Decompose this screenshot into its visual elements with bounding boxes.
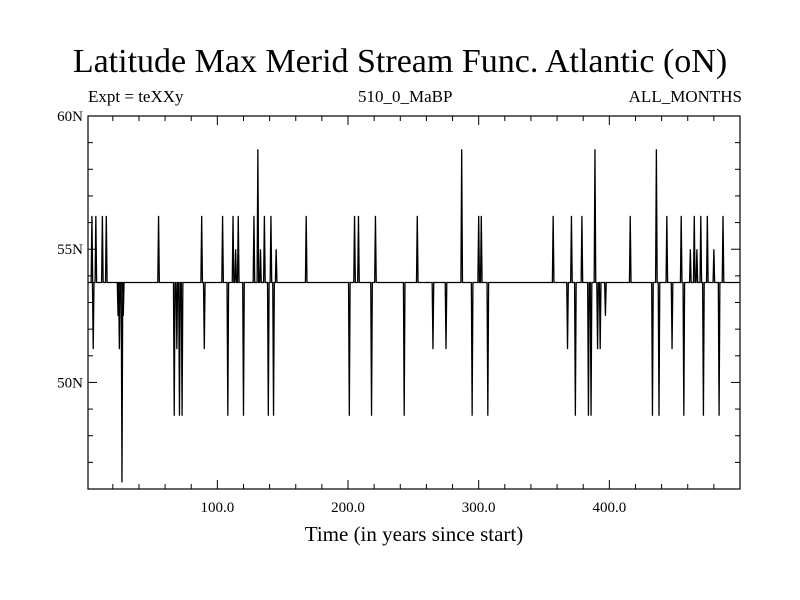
data-point	[374, 214, 377, 217]
data-point	[671, 348, 674, 351]
data-point	[689, 248, 692, 251]
months-label: ALL_MONTHS	[628, 87, 742, 106]
data-point	[370, 414, 373, 417]
data-point	[693, 214, 696, 217]
data-point	[587, 414, 590, 417]
data-point	[348, 414, 351, 417]
data-point	[120, 481, 123, 484]
data-point	[403, 414, 406, 417]
data-point	[596, 348, 599, 351]
data-point	[722, 214, 725, 217]
data-point	[702, 414, 705, 417]
data-point	[232, 214, 235, 217]
data-point	[604, 314, 607, 317]
data-point	[651, 414, 654, 417]
data-point	[599, 348, 602, 351]
data-point	[566, 348, 569, 351]
period-label: 510_0_MaBP	[358, 87, 453, 106]
data-point	[416, 214, 419, 217]
series-line	[88, 149, 740, 483]
data-point	[353, 214, 356, 217]
data-point	[706, 214, 709, 217]
data-point	[357, 214, 360, 217]
x-tick-label: 100.0	[200, 500, 234, 516]
data-point	[580, 214, 583, 217]
data-point	[269, 214, 272, 217]
data-point	[200, 214, 203, 217]
data-point	[305, 214, 308, 217]
data-point	[157, 214, 160, 217]
data-point	[105, 214, 108, 217]
data-point	[699, 214, 702, 217]
data-point	[445, 348, 448, 351]
data-point	[242, 414, 245, 417]
axis-ticks: 100.0 200.0 300.0 400.0 50N 55N 60N	[57, 109, 740, 516]
data-point	[203, 348, 206, 351]
data-point	[665, 214, 668, 217]
data-point	[267, 414, 270, 417]
data-point	[431, 348, 434, 351]
x-tick-label: 300.0	[462, 500, 496, 516]
data-point	[570, 214, 573, 217]
data-series	[88, 148, 740, 484]
x-axis-label: Time (in years since start)	[304, 522, 524, 546]
data-point	[101, 214, 104, 217]
x-tick-label: 400.0	[592, 500, 626, 516]
data-point	[480, 214, 483, 217]
data-point	[593, 148, 596, 151]
data-point	[680, 214, 683, 217]
data-point	[629, 214, 632, 217]
x-tick-label: 200.0	[331, 500, 365, 516]
data-point	[256, 148, 259, 151]
data-point	[178, 414, 181, 417]
data-point	[682, 414, 685, 417]
data-point	[712, 248, 715, 251]
data-point	[275, 248, 278, 251]
data-point	[460, 148, 463, 151]
y-tick-label: 50N	[57, 375, 83, 391]
data-point	[574, 414, 577, 417]
data-point	[695, 248, 698, 251]
data-point	[122, 314, 125, 317]
data-point	[90, 214, 93, 217]
data-point	[118, 348, 121, 351]
experiment-label: Expt = teXXy	[88, 87, 184, 106]
data-point	[226, 414, 229, 417]
y-tick-label: 55N	[57, 242, 83, 258]
data-point	[221, 214, 224, 217]
data-point	[92, 348, 95, 351]
data-point	[655, 148, 658, 151]
data-point	[477, 214, 480, 217]
data-point	[272, 414, 275, 417]
data-point	[252, 214, 255, 217]
data-point	[173, 414, 176, 417]
data-point	[471, 414, 474, 417]
data-point	[234, 248, 237, 251]
data-point	[117, 314, 120, 317]
data-point	[175, 348, 178, 351]
data-point	[590, 414, 593, 417]
data-point	[718, 414, 721, 417]
plot-frame	[87, 115, 741, 490]
data-point	[657, 414, 660, 417]
data-point	[237, 214, 240, 217]
data-point	[94, 214, 97, 217]
y-tick-label: 60N	[57, 109, 83, 125]
data-point	[486, 414, 489, 417]
data-point	[259, 248, 262, 251]
data-point	[552, 214, 555, 217]
chart-title: Latitude Max Merid Stream Func. Atlantic…	[72, 43, 728, 80]
data-point	[263, 214, 266, 217]
data-point	[181, 414, 184, 417]
